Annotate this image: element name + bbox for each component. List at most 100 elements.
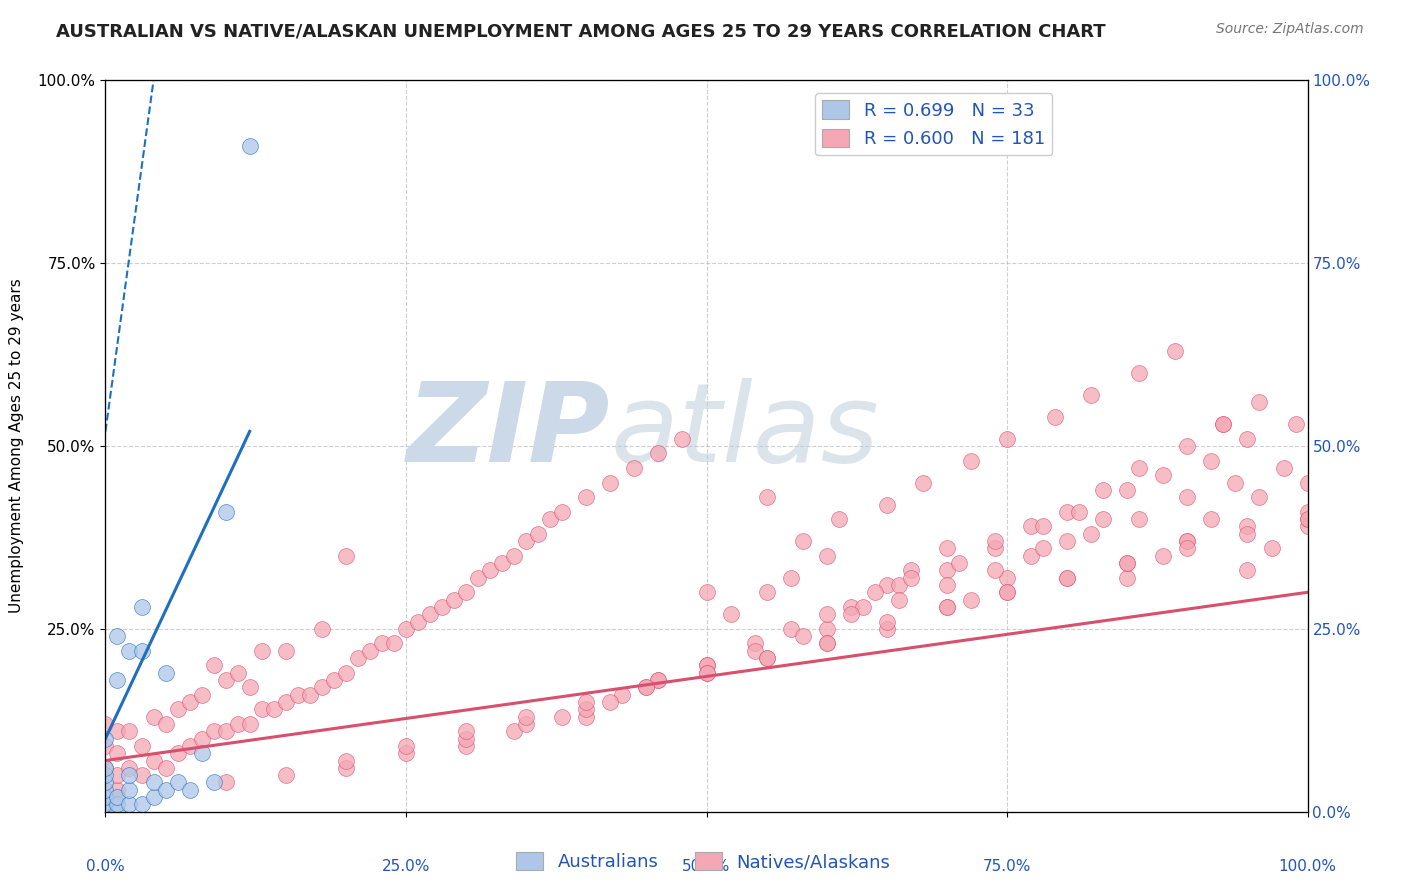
Point <box>815 636 838 650</box>
Text: 25.0%: 25.0% <box>382 859 430 874</box>
Point <box>118 644 141 658</box>
Legend: R = 0.699   N = 33, R = 0.600   N = 181: R = 0.699 N = 33, R = 0.600 N = 181 <box>815 93 1052 155</box>
Point <box>911 475 934 490</box>
Point <box>900 571 922 585</box>
Point <box>1019 519 1042 533</box>
Point <box>454 739 477 753</box>
Point <box>107 724 129 739</box>
Point <box>239 681 262 695</box>
Point <box>142 709 165 723</box>
Point <box>107 805 129 819</box>
Point <box>1152 549 1174 563</box>
Point <box>347 651 370 665</box>
Point <box>647 446 669 460</box>
Point <box>250 702 273 716</box>
Point <box>995 432 1018 446</box>
Point <box>936 599 959 614</box>
Point <box>1128 461 1150 475</box>
Point <box>94 805 117 819</box>
Point <box>1236 519 1258 533</box>
Point <box>1296 512 1319 526</box>
Point <box>960 453 983 467</box>
Point <box>214 775 236 789</box>
Point <box>887 592 910 607</box>
Text: 75.0%: 75.0% <box>983 859 1031 874</box>
Point <box>1069 505 1091 519</box>
Point <box>575 709 598 723</box>
Point <box>118 782 141 797</box>
Point <box>250 644 273 658</box>
Point <box>107 790 129 805</box>
Point <box>202 658 225 673</box>
Point <box>948 556 970 570</box>
Point <box>131 644 153 658</box>
Point <box>131 797 153 812</box>
Text: atlas: atlas <box>610 378 879 485</box>
Point <box>1236 526 1258 541</box>
Point <box>166 775 188 789</box>
Point <box>94 805 117 819</box>
Point <box>936 563 959 577</box>
Point <box>94 739 117 753</box>
Point <box>815 549 838 563</box>
Point <box>815 622 838 636</box>
Point <box>94 731 117 746</box>
Point <box>1092 512 1115 526</box>
Point <box>430 599 453 614</box>
Point <box>575 490 598 504</box>
Point <box>1116 483 1139 497</box>
Point <box>311 622 333 636</box>
Point <box>107 797 129 812</box>
Point <box>118 724 141 739</box>
Point <box>190 731 212 746</box>
Point <box>107 782 129 797</box>
Point <box>179 782 201 797</box>
Point <box>454 724 477 739</box>
Point <box>1236 563 1258 577</box>
Point <box>94 717 117 731</box>
Point <box>322 673 344 687</box>
Point <box>1056 534 1078 549</box>
Point <box>118 768 141 782</box>
Point <box>1175 439 1198 453</box>
Point <box>1056 505 1078 519</box>
Point <box>936 541 959 556</box>
Point <box>1175 534 1198 549</box>
Point <box>575 695 598 709</box>
Point <box>1043 409 1066 424</box>
Point <box>636 681 658 695</box>
Point <box>155 761 177 775</box>
Point <box>1201 512 1223 526</box>
Point <box>1249 395 1271 409</box>
Point <box>395 746 418 760</box>
Point <box>1116 556 1139 570</box>
Point <box>107 629 129 643</box>
Point <box>515 717 537 731</box>
Point <box>1032 519 1054 533</box>
Point <box>755 585 778 599</box>
Point <box>1175 490 1198 504</box>
Point <box>779 622 801 636</box>
Legend: Australians, Natives/Alaskans: Australians, Natives/Alaskans <box>509 845 897 879</box>
Point <box>131 599 153 614</box>
Point <box>671 432 693 446</box>
Point <box>696 665 718 680</box>
Point <box>1175 534 1198 549</box>
Point <box>335 665 357 680</box>
Point <box>538 512 561 526</box>
Point <box>107 673 129 687</box>
Point <box>239 139 262 153</box>
Point <box>335 761 357 775</box>
Point <box>1175 541 1198 556</box>
Point <box>179 695 201 709</box>
Point <box>696 665 718 680</box>
Point <box>214 505 236 519</box>
Point <box>179 739 201 753</box>
Point <box>1128 366 1150 380</box>
Point <box>107 768 129 782</box>
Point <box>900 563 922 577</box>
Point <box>503 549 526 563</box>
Point <box>599 475 621 490</box>
Point <box>863 585 886 599</box>
Point <box>263 702 285 716</box>
